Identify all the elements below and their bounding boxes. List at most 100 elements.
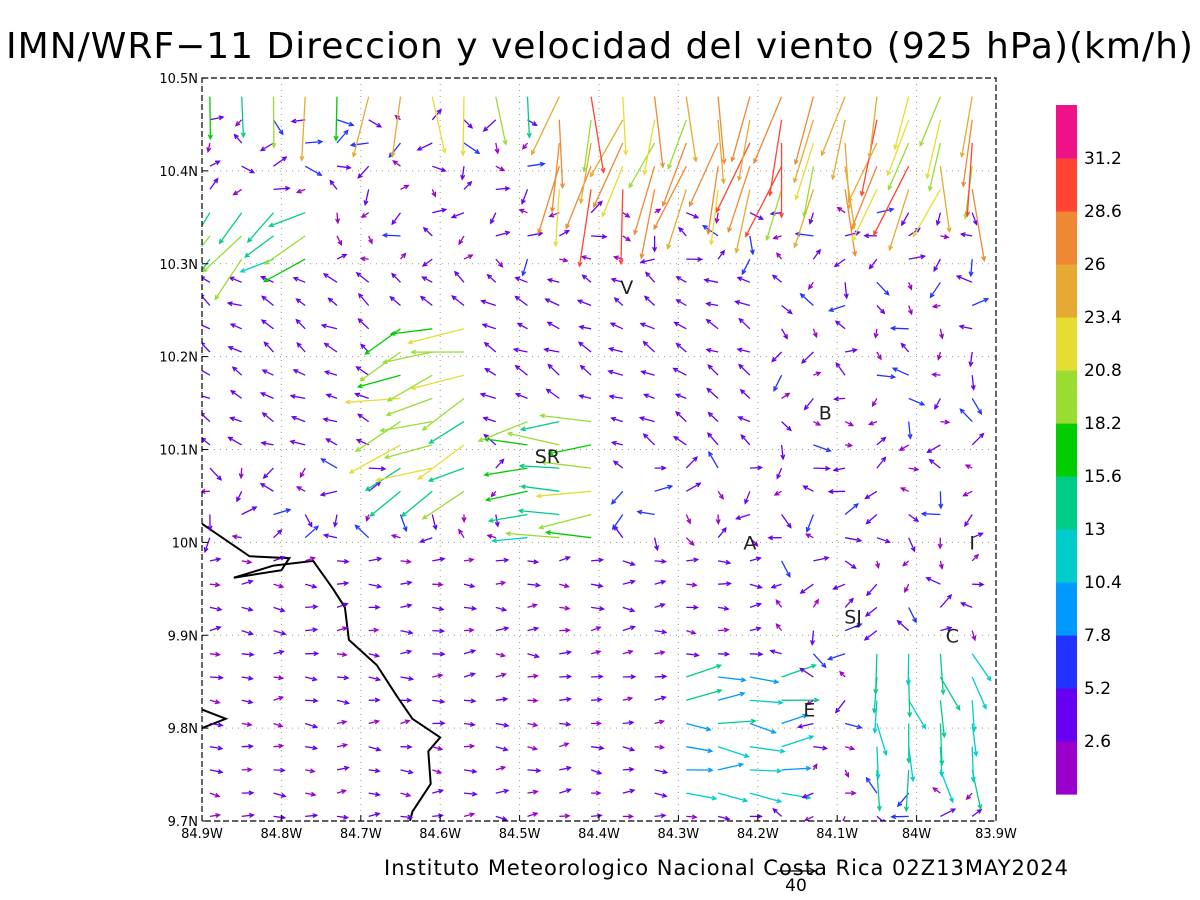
wind-vector (388, 142, 402, 159)
wind-vector (622, 560, 636, 567)
wind-vector (622, 720, 635, 726)
wind-vector (400, 629, 414, 635)
wind-vector (458, 528, 465, 539)
wind-vector (971, 398, 983, 416)
wind-vector (888, 189, 910, 252)
wind-vector (767, 535, 782, 541)
wind-vector (640, 370, 655, 376)
wind-vector (463, 142, 481, 155)
wind-vector (970, 375, 976, 391)
wind-vector (836, 206, 846, 214)
wind-vector (355, 366, 370, 376)
wind-vector (273, 185, 291, 191)
wind-vector (432, 207, 448, 214)
wind-vector (400, 719, 411, 725)
wind-vector (521, 189, 529, 205)
wind-vector (717, 792, 749, 803)
wind-vector (357, 165, 370, 179)
wind-vector (591, 606, 605, 612)
wind-vector (577, 341, 592, 353)
wind-vector (432, 673, 444, 679)
x-tick-label: 84.9W (181, 827, 223, 842)
wind-vector (622, 788, 636, 794)
wind-vector (622, 766, 635, 772)
wind-vector (431, 189, 437, 198)
wind-vector (559, 627, 571, 633)
wind-vector (799, 292, 814, 306)
wind-vector (230, 389, 243, 399)
wind-vector (365, 514, 371, 523)
wind-vector (233, 133, 243, 144)
wind-vector (864, 490, 878, 500)
wind-vector (391, 272, 401, 283)
wind-vector (202, 235, 243, 273)
wind-vector (494, 142, 500, 155)
wind-vector (835, 361, 846, 376)
wind-vector (432, 745, 444, 751)
wind-vector (591, 697, 603, 703)
colorbar-label: 18.2 (1084, 414, 1122, 434)
wind-vector (706, 387, 719, 399)
wind-vector (202, 488, 210, 494)
wind-vector (971, 553, 980, 562)
wind-vector (938, 560, 944, 570)
wind-vector (381, 232, 401, 238)
wind-vector (527, 653, 541, 659)
wind-vector (320, 323, 338, 330)
wind-vector (639, 258, 655, 264)
wind-vector (845, 790, 857, 796)
wind-vector (686, 582, 698, 588)
wind-vector (202, 394, 211, 400)
wind-vector (622, 746, 636, 752)
wind-vector (708, 450, 719, 469)
wind-vector (451, 295, 465, 307)
wind-vector (463, 557, 475, 563)
wind-vector (336, 651, 348, 658)
colorbar-label: 28.6 (1084, 202, 1122, 222)
wind-vector (354, 421, 401, 453)
wind-vector (971, 297, 990, 307)
coastline-segment (202, 522, 442, 821)
wind-vector (636, 509, 655, 516)
wind-vector (591, 557, 605, 563)
wind-vector (781, 304, 793, 315)
wind-vector (686, 746, 714, 754)
wind-vector (295, 188, 306, 194)
wind-vector (432, 628, 446, 634)
wind-vector (931, 372, 941, 378)
wind-vector (844, 623, 863, 632)
wind-vector (432, 165, 447, 172)
wind-vector (305, 813, 319, 819)
wind-vector (495, 722, 510, 728)
wind-vector (842, 816, 846, 821)
wind-vector (336, 235, 343, 247)
wind-vector (559, 650, 573, 656)
wind-vector (718, 581, 732, 587)
wind-vector (427, 467, 465, 482)
wind-vector (544, 530, 592, 539)
wind-vector (544, 298, 560, 307)
colorbar-swatch (1056, 423, 1077, 477)
wind-vector (273, 649, 285, 655)
wind-vector (526, 96, 532, 139)
wind-vector (559, 721, 572, 727)
wind-vector (610, 490, 624, 505)
wind-vector (717, 96, 727, 165)
wind-vector (834, 699, 846, 714)
wind-vector (209, 160, 221, 167)
wind-vector (246, 212, 274, 244)
reference-vector: 40 (777, 867, 817, 896)
wind-vector (590, 96, 606, 174)
wind-vector (305, 698, 319, 704)
x-tick-label: 83.9W (975, 827, 1017, 842)
wind-vector (886, 119, 910, 177)
wind-vector (454, 270, 465, 283)
y-tick-label: 10.5N (159, 72, 198, 87)
wind-vector (463, 698, 477, 704)
wind-vector (890, 814, 909, 820)
wind-vector (780, 444, 786, 461)
wind-vector (546, 321, 560, 330)
wind-vector (622, 696, 634, 702)
wind-vector (740, 434, 751, 446)
wind-vector (479, 392, 496, 400)
